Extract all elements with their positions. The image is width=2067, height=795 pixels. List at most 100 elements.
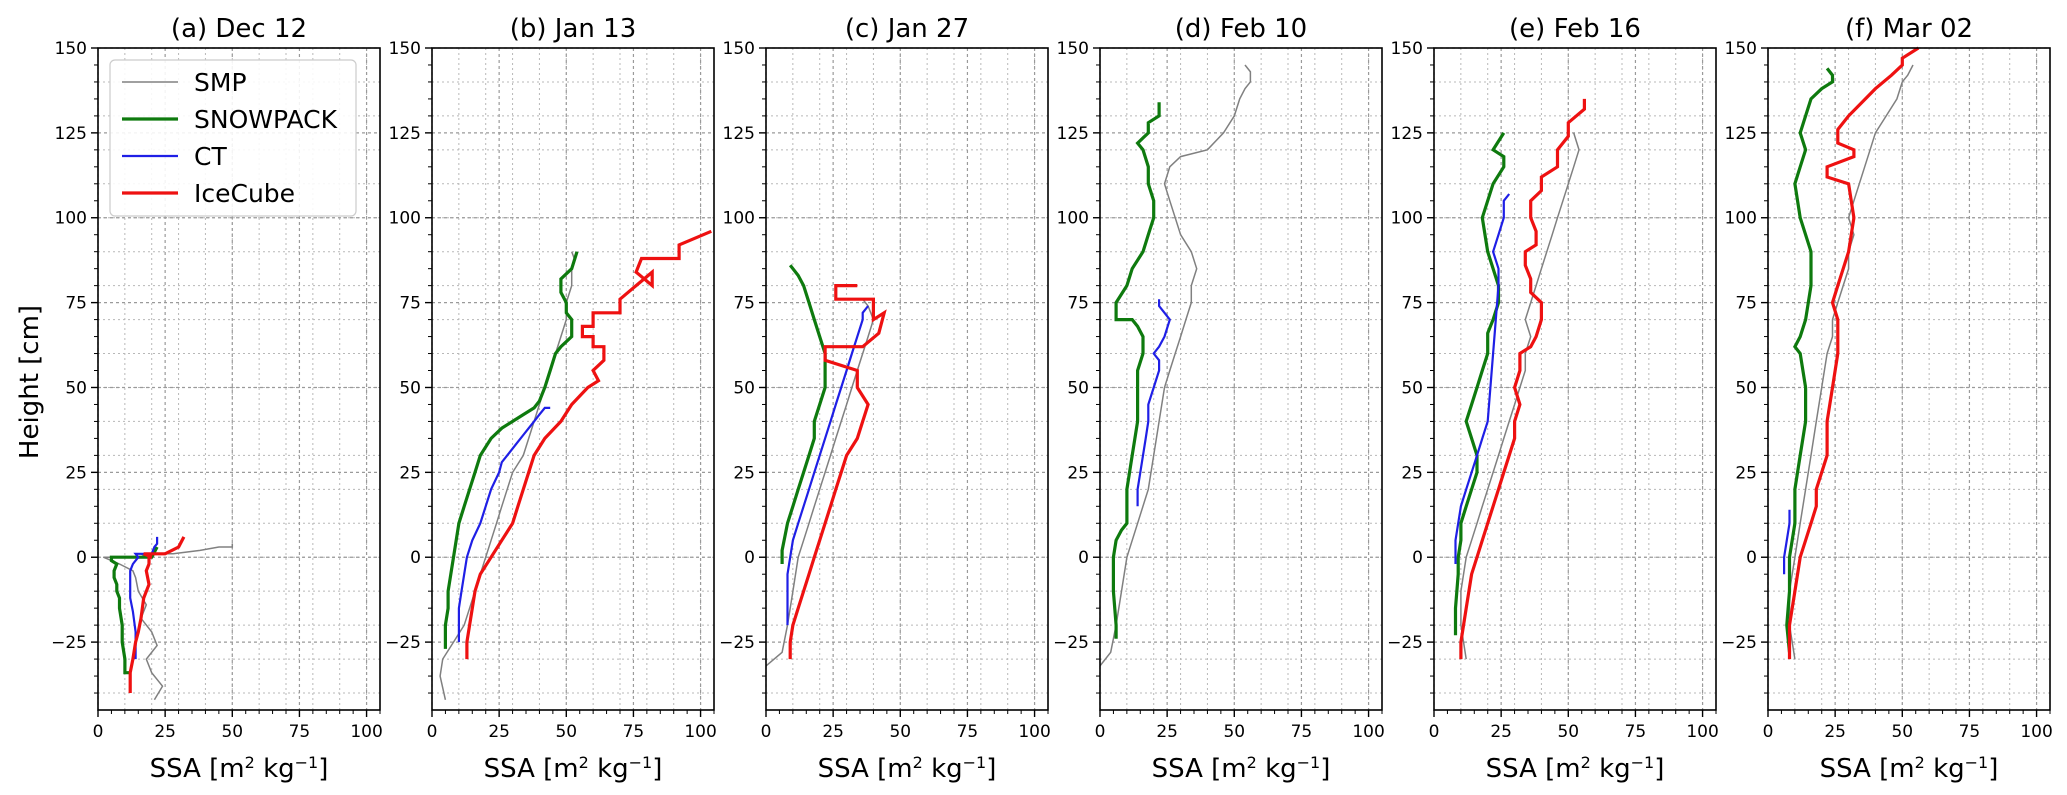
plot-frame (431, 47, 715, 711)
series-ct (1783, 509, 1791, 575)
series-smp (1788, 64, 1914, 660)
x-label-part: kg (923, 754, 963, 784)
x-label-part: kg (1925, 754, 1965, 784)
y-tick-label: 75 (733, 294, 755, 314)
x-tick-label: 50 (1223, 722, 1245, 742)
y-tick-label: 125 (1725, 124, 1757, 144)
plot-frame (765, 47, 1049, 711)
series-icecube (1787, 46, 1920, 660)
x-tick-label: 75 (623, 722, 645, 742)
x-label-part: kg (255, 754, 295, 784)
series-icecube (788, 284, 887, 660)
plot-frame (1433, 47, 1717, 711)
x-label-part: SSA [m (484, 754, 579, 784)
y-tick-label: 50 (1735, 378, 1757, 398)
x-tick-label: 50 (1557, 722, 1579, 742)
plot-frame (1099, 47, 1383, 711)
x-axis-label: SSA [m2 kg−1] (484, 753, 663, 785)
x-label-part: SSA [m (150, 754, 245, 784)
panel-title: (c) Jan 27 (845, 14, 969, 44)
x-label-exponent: 2 (1915, 753, 1925, 772)
legend-label-snowpack: SNOWPACK (194, 105, 338, 134)
y-tick-label: 75 (1401, 294, 1423, 314)
series-snowpack (780, 264, 827, 564)
series-snowpack (1785, 67, 1835, 653)
x-label-exponent: 2 (1581, 753, 1591, 772)
x-tick-label: 50 (555, 722, 577, 742)
y-tick-label: 150 (1057, 39, 1089, 59)
panel-5: 150 125 100 75 50 25 0 −25 0 25 50 75 100 (e) Feb 16 S… (1387, 14, 1719, 784)
y-tick-label: 125 (723, 124, 755, 144)
y-tick-label: 125 (389, 124, 421, 144)
panel-1: 150 125 100 75 50 25 0 −25 0 25 50 75 100 (a) Dec 12 S… (51, 14, 383, 784)
x-label-part: SSA [m (1486, 754, 1581, 784)
series-ct (1136, 299, 1172, 507)
x-tick-label: 25 (154, 722, 176, 742)
x-tick-label: 25 (1824, 722, 1846, 742)
series-snowpack (1111, 102, 1161, 639)
y-tick-label: 50 (399, 378, 421, 398)
x-label-part: SSA [m (818, 754, 913, 784)
y-tick-label: 150 (1725, 39, 1757, 59)
x-tick-label: 25 (1490, 722, 1512, 742)
y-tick-label: 0 (1078, 548, 1089, 568)
x-label-exponent: −1 (1965, 753, 1989, 772)
legend: SMP SNOWPACK CT IceCube (109, 59, 357, 217)
series-snowpack (109, 546, 159, 675)
x-label-exponent: −1 (1631, 753, 1655, 772)
y-tick-label: 125 (1057, 124, 1089, 144)
x-label-exponent: 2 (1247, 753, 1257, 772)
series-smp (103, 543, 234, 701)
y-tick-label: 50 (1401, 378, 1423, 398)
x-tick-label: 75 (957, 722, 979, 742)
legend-box (109, 59, 357, 217)
y-tick-label: 100 (55, 209, 87, 229)
x-label-part: kg (1257, 754, 1297, 784)
series-icecube (1459, 98, 1586, 660)
y-tick-label: 150 (1391, 39, 1423, 59)
panel-6: 150 125 100 75 50 25 0 −25 0 25 50 75 100 (f) Mar 02 S… (1721, 14, 2053, 784)
series-icecube (128, 536, 186, 693)
panel-title: (b) Jan 13 (510, 14, 636, 44)
panel-title: (d) Feb 10 (1175, 14, 1307, 44)
panel-2: 150 125 100 75 50 25 0 −25 0 25 50 75 100 (b) Jan 13 S… (385, 14, 717, 784)
x-tick-label: 50 (1891, 722, 1913, 742)
y-tick-label: −25 (1721, 633, 1757, 653)
y-tick-label: 50 (65, 378, 87, 398)
y-tick-label: 75 (1067, 294, 1089, 314)
x-label-part: ] (652, 754, 662, 784)
x-label-part: kg (1591, 754, 1631, 784)
y-tick-label: 100 (1057, 209, 1089, 229)
x-tick-label: 50 (221, 722, 243, 742)
x-axis-label: SSA [m2 kg−1] (150, 753, 329, 785)
y-tick-label: 150 (389, 39, 421, 59)
x-label-exponent: 2 (913, 753, 923, 772)
y-tick-label: −25 (51, 633, 87, 653)
y-tick-label: 25 (1401, 463, 1423, 483)
x-label-part: ] (986, 754, 996, 784)
y-tick-label: 0 (744, 548, 755, 568)
x-label-part: SSA [m (1152, 754, 1247, 784)
x-label-part: ] (1654, 754, 1664, 784)
series-ct (786, 305, 869, 626)
x-tick-label: 100 (350, 722, 382, 742)
plot-frame (1767, 47, 2051, 711)
x-tick-label: 75 (289, 722, 311, 742)
x-tick-label: 0 (761, 722, 772, 742)
legend-label-ct: CT (194, 142, 227, 171)
x-tick-label: 0 (427, 722, 438, 742)
y-tick-label: 0 (76, 548, 87, 568)
y-tick-label: 125 (55, 124, 87, 144)
y-tick-label: −25 (1387, 633, 1423, 653)
y-tick-label: 75 (399, 294, 421, 314)
y-tick-label: 25 (1735, 463, 1757, 483)
y-tick-label: 25 (65, 463, 87, 483)
y-tick-label: 150 (723, 39, 755, 59)
y-tick-label: 25 (399, 463, 421, 483)
legend-label-smp: SMP (194, 68, 247, 97)
x-axis-label: SSA [m2 kg−1] (1152, 753, 1331, 785)
y-tick-label: 25 (733, 463, 755, 483)
x-tick-label: 25 (488, 722, 510, 742)
series-smp (439, 251, 576, 700)
x-tick-label: 100 (684, 722, 716, 742)
